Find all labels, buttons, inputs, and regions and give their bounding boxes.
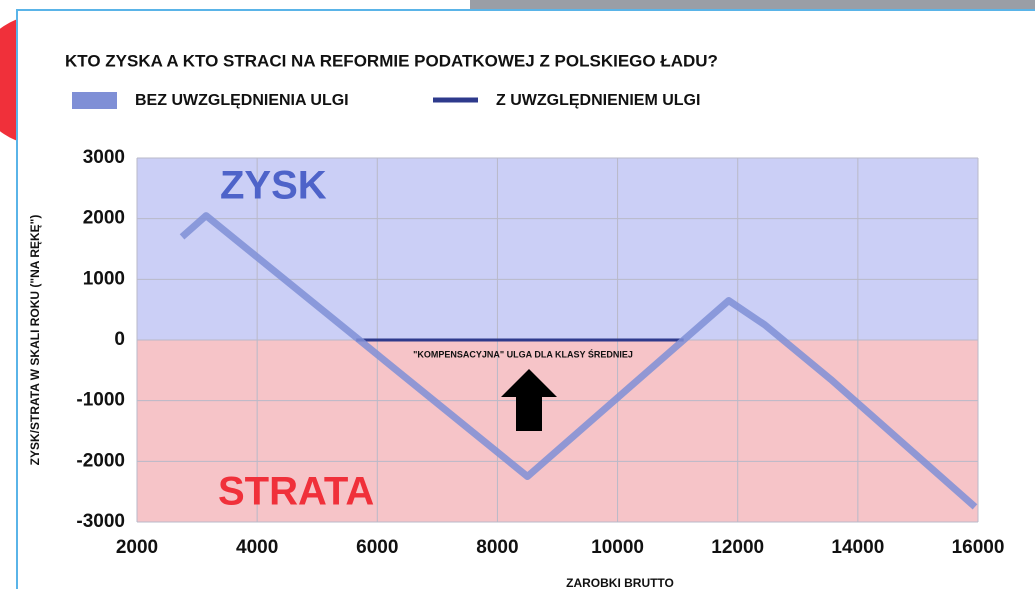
legend-label: Z UWZGLĘDNIENIEM ULGI (496, 92, 700, 109)
x-tick-label: 8000 (476, 537, 518, 558)
x-tick-label: 4000 (236, 537, 278, 558)
series-line (179, 212, 978, 510)
x-axis-label: ZAROBKI BRUTTO (566, 576, 674, 589)
arrow (501, 369, 557, 431)
header-image (470, 0, 1035, 10)
y-tick-label: 0 (114, 329, 125, 350)
x-tick-label: 10000 (591, 537, 644, 558)
x-tick-label: 14000 (831, 537, 884, 558)
x-tick-label: 2000 (116, 537, 158, 558)
y-tick-label: 1000 (83, 268, 125, 289)
gain-zone (137, 158, 978, 340)
chart-title: KTO ZYSKA A KTO STRACI NA REFORMIE PODAT… (65, 51, 718, 70)
loss-zone (137, 340, 978, 522)
legend-swatch (72, 92, 117, 109)
x-tick-label: 16000 (952, 537, 1005, 558)
y-tick-label: -3000 (76, 511, 125, 532)
y-tick-label: 2000 (83, 208, 125, 229)
y-tick-label: -2000 (76, 450, 125, 471)
loss-annotation: STRATA (218, 470, 374, 514)
relief-annotation: "KOMPENSACYJNA" ULGA DLA KLASY ŚREDNIEJ (413, 348, 633, 359)
x-tick-label: 12000 (711, 537, 764, 558)
gain-annotation: ZYSK (220, 164, 327, 208)
y-tick-label: 3000 (83, 147, 125, 168)
legend-label: BEZ UWZGLĘDNIENIA ULGI (135, 92, 349, 109)
y-axis-label: ZYSK/STRATA W SKALI ROKU ("NA RĘKĘ") (28, 215, 42, 466)
x-tick-label: 6000 (356, 537, 398, 558)
y-tick-label: -1000 (76, 390, 125, 411)
